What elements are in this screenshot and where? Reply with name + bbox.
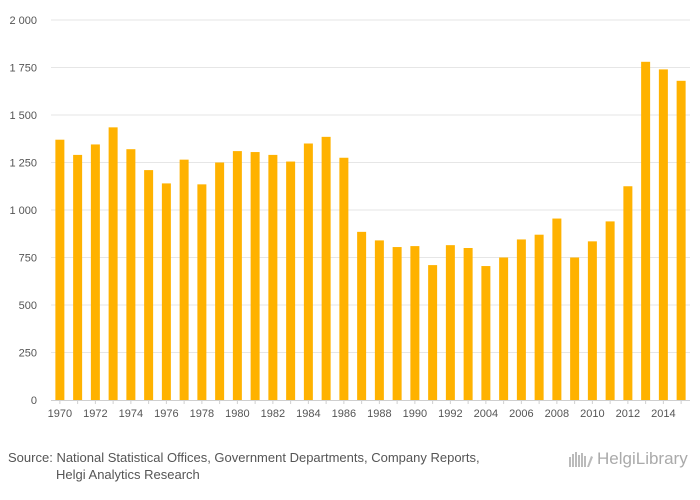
bar-1979 [215,162,225,400]
bar-2011 [605,221,615,400]
bar-1982 [268,154,278,400]
bar-1975 [144,170,154,400]
y-tick-label: 2 000 [9,15,37,27]
bar-2008 [552,218,562,400]
bar-2014 [658,69,668,401]
bar-1984 [303,143,313,400]
bar-2012 [623,186,633,400]
y-tick-label: 1 750 [9,63,37,75]
x-tick-label: 2004 [474,408,498,420]
bar-2006 [516,239,526,400]
bar-1990 [410,246,420,400]
bar-2015 [676,80,686,401]
y-tick-label: 750 [19,253,37,265]
x-tick-label: 1974 [119,408,143,420]
bar-1972 [90,144,100,400]
y-tick-label: 0 [31,395,37,407]
bar-1974 [126,149,136,400]
bar-2004 [481,266,491,400]
bar-2010 [587,241,597,400]
x-tick-label: 1992 [438,408,462,420]
bar-1989 [392,247,402,400]
x-tick-label: 1980 [225,408,249,420]
source-label: Source: [8,450,53,465]
chart: 0 250 500 750 1 000 1 250 1 500 1 750 2 000 1970 1… [9,15,690,420]
bar-1970 [55,139,65,400]
bar-2005 [499,257,509,400]
x-tick-label: 1984 [296,408,320,420]
x-tick-label: 1990 [403,408,427,420]
x-tick-label: 1970 [48,408,72,420]
bar-1983 [286,161,296,400]
bar-1987 [357,231,367,400]
bar-2007 [534,234,544,400]
source-text-line2: Helgi Analytics Research [56,467,200,482]
brand-logo[interactable]: HelgiLibrary [568,449,688,469]
bar-1977 [179,159,189,400]
bar-1986 [339,157,349,400]
source-text-line1: National Statistical Offices, Government… [56,450,480,465]
bar-1988 [374,240,384,400]
bar-1981 [250,152,260,400]
x-tick-label: 1976 [154,408,178,420]
brand-name: HelgiLibrary [597,449,688,468]
x-tick-label: 1982 [261,408,285,420]
bar-1976 [161,183,171,400]
x-tick-label: 2014 [651,408,675,420]
bar-2009 [570,257,580,400]
chart-svg: 0 250 500 750 1 000 1 250 1 500 1 750 2 000 1970 1… [9,15,690,420]
y-tick-label: 250 [19,348,37,360]
bar-1978 [197,184,207,400]
x-tick-label: 2008 [545,408,569,420]
bar-1980 [232,151,242,400]
bar-1991 [428,265,438,400]
x-tick-label: 1978 [190,408,214,420]
x-tick-label: 1972 [83,408,107,420]
bar-1993 [463,248,473,400]
x-tick-label: 2006 [509,408,533,420]
y-tick-label: 1 250 [9,158,37,170]
x-tick-label: 2012 [616,408,640,420]
bar-2013 [641,61,651,401]
library-icon [569,452,593,467]
bar-1971 [73,154,83,400]
bar-1985 [321,136,331,400]
y-tick-label: 500 [19,300,37,312]
y-tick-label: 1 500 [9,110,37,122]
y-tick-label: 1 000 [9,205,37,217]
x-tick-label: 2010 [580,408,604,420]
bar-1992 [445,245,455,400]
x-tick-label: 1986 [332,408,356,420]
x-tick-label: 1988 [367,408,391,420]
bar-1973 [108,127,118,400]
source-note: Source: National Statistical Offices, Go… [8,449,568,483]
